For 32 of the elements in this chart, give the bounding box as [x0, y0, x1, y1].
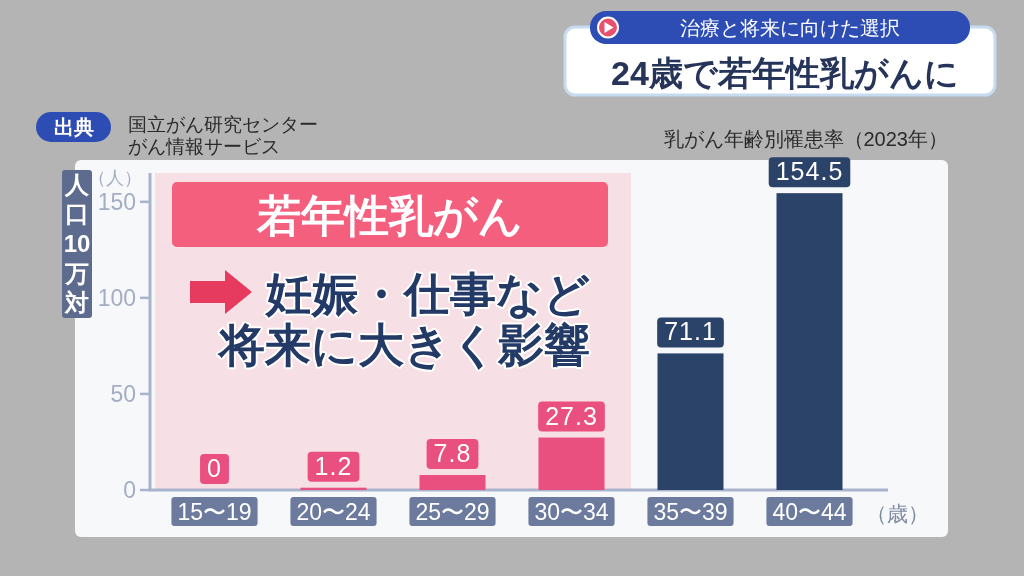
annotation: 将来に大きく影響 [217, 319, 590, 371]
band-label: 若年性乳がん [256, 191, 523, 240]
y-axis-title: 人口10万対 [63, 170, 91, 317]
text: 治療と将来に向けた選択 [680, 17, 900, 39]
y-tick-label: 0 [123, 477, 136, 503]
bar [776, 193, 843, 490]
text: （人） [88, 168, 142, 188]
data-label: 154.5 [775, 157, 844, 186]
x-tick-label: 15〜19 [177, 499, 252, 525]
x-tick-label: 20〜24 [296, 499, 371, 525]
bar [419, 475, 486, 490]
text: 国立がん研究センター [128, 114, 318, 135]
x-tick-label: 25〜29 [415, 499, 490, 525]
x-tick-label: 30〜34 [534, 499, 609, 525]
x-tick-label: 35〜39 [653, 499, 728, 525]
annotation: 妊娠・仕事など [264, 268, 590, 320]
y-tick-label: 150 [97, 188, 136, 215]
data-label: 1.2 [314, 451, 353, 480]
text: がん情報サービス [128, 136, 280, 157]
chart-title: 乳がん年齢別罹患率（2023年） [663, 128, 948, 150]
data-label: 71.1 [664, 317, 717, 346]
y-tick-label: 100 [97, 284, 136, 311]
text: 24歳で若年性乳がんに [611, 54, 959, 92]
y-tick-label: 50 [110, 380, 136, 407]
text: 出典 [53, 116, 94, 138]
data-label: 27.3 [545, 401, 598, 430]
x-axis-title: （歳） [866, 502, 929, 525]
x-tick-label: 40〜44 [772, 499, 847, 525]
bar [538, 437, 605, 490]
data-label: 0 [207, 454, 222, 482]
bar [657, 353, 724, 490]
data-label: 7.8 [433, 439, 472, 468]
